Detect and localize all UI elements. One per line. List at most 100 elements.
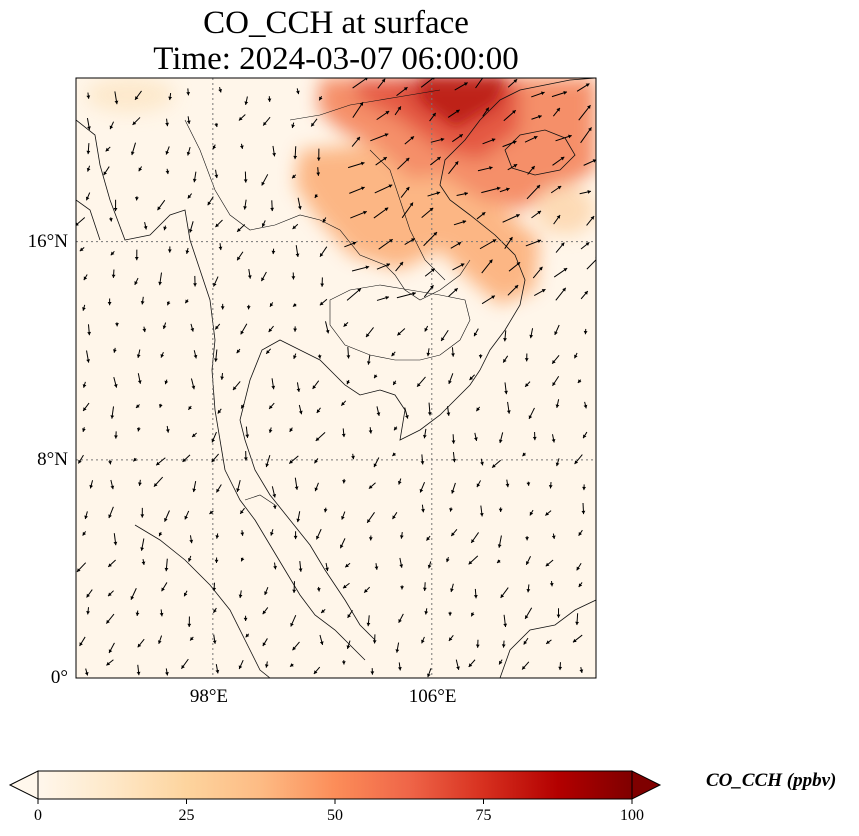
- wind-arrow-head: [532, 436, 537, 441]
- wind-arrow-head: [244, 101, 249, 105]
- wind-arrow-head: [292, 225, 297, 230]
- wind-arrow-head: [503, 623, 508, 627]
- wind-arrow-head: [314, 487, 319, 492]
- wind-arrow-head: [322, 218, 327, 223]
- wind-arrow-head: [341, 661, 346, 665]
- wind-arrow-head: [237, 256, 241, 261]
- wind-arrow-head: [108, 592, 112, 597]
- wind-arrow-head: [512, 140, 517, 145]
- wind-arrow-head: [79, 247, 84, 252]
- wind-arrow-head: [238, 116, 243, 121]
- wind-arrow-head: [153, 482, 158, 487]
- wind-arrow-head: [503, 358, 507, 363]
- wind-arrow-head: [426, 536, 430, 541]
- wind-arrow-head: [314, 194, 319, 198]
- wind-arrow-head: [391, 352, 396, 357]
- wind-arrow-head: [79, 642, 83, 646]
- wind-arrow-head: [85, 196, 90, 201]
- wind-arrow-head: [184, 515, 188, 520]
- wind-arrow-head: [546, 640, 550, 644]
- wind-arrow-head: [448, 612, 453, 616]
- wind-arrow-head: [398, 619, 402, 623]
- wind-arrow-head: [82, 428, 86, 432]
- wind-arrow-head: [261, 223, 266, 227]
- wind-arrow-head: [186, 92, 191, 96]
- wind-arrow-head: [317, 355, 322, 359]
- wind-arrow-head: [213, 609, 217, 613]
- wind-arrow-head: [138, 167, 143, 172]
- wind-arrow-head: [110, 485, 115, 490]
- wind-arrow-head: [374, 374, 378, 379]
- lat-tick-label: 16°N: [27, 230, 68, 252]
- wind-arrow-head: [516, 262, 521, 266]
- wind-arrow-head: [220, 306, 225, 310]
- wind-arrow-head: [340, 544, 344, 549]
- wind-arrow-head: [272, 152, 276, 157]
- wind-arrow-head: [316, 535, 320, 540]
- wind-arrow-head: [314, 459, 318, 464]
- wind-arrow-head: [110, 251, 115, 256]
- wind-arrow-head: [267, 98, 272, 102]
- colorbar-tick-label: 75: [475, 807, 492, 824]
- wind-arrow-head: [82, 384, 87, 388]
- wind-arrow-head: [271, 385, 276, 390]
- wind-arrow-head: [165, 672, 169, 676]
- wind-arrow-head: [347, 614, 351, 618]
- wind-arrow-head: [500, 594, 505, 598]
- wind-arrow-head: [209, 510, 214, 514]
- wind-arrow-head: [162, 325, 167, 330]
- wind-arrow-head: [84, 671, 89, 676]
- wind-arrow-head: [141, 561, 146, 565]
- wind-arrow-head: [397, 666, 402, 671]
- wind-arrow-head: [525, 561, 530, 565]
- wind-arrow-head: [269, 303, 274, 307]
- wind-arrow-head: [433, 232, 438, 236]
- wind-arrow-head: [112, 349, 117, 353]
- wind-arrow-head: [270, 531, 274, 536]
- wind-arrow-head: [506, 410, 511, 414]
- wind-arrow-head: [383, 157, 387, 161]
- wind-arrow-head: [189, 539, 194, 544]
- wind-arrow-head: [142, 328, 147, 333]
- wind-arrow-head: [399, 535, 404, 539]
- colorbar-title: CO_CCH (ppbv): [706, 770, 837, 791]
- wind-arrow-head: [188, 229, 193, 233]
- wind-arrow-head: [504, 390, 508, 395]
- wind-arrow-head: [373, 463, 378, 468]
- wind-arrow-head: [352, 241, 357, 246]
- wind-arrow: [374, 184, 393, 194]
- wind-arrow-head: [167, 249, 172, 253]
- wind-arrow-head: [489, 166, 493, 170]
- wind-arrow-head: [552, 360, 556, 364]
- wind-arrow-head: [424, 327, 428, 332]
- wind-arrow-head: [165, 170, 170, 175]
- wind-arrow-head: [192, 488, 197, 493]
- wind-arrow-head: [445, 558, 450, 563]
- wind-arrow-head: [345, 563, 349, 568]
- wind-arrow-head: [568, 134, 572, 139]
- wind-arrow-head: [419, 488, 424, 493]
- wind-arrow-head: [492, 464, 496, 468]
- wind-arrow-head: [545, 562, 550, 567]
- wind-arrow-head: [376, 412, 381, 416]
- wind-arrow-head: [183, 592, 188, 597]
- wind-arrow-head: [475, 644, 480, 648]
- wind-arrow-head: [463, 82, 468, 86]
- wind-arrow-head: [186, 120, 191, 124]
- wind-arrow-head: [316, 588, 321, 592]
- wind-arrow-head: [106, 661, 111, 666]
- wind-arrow-head: [555, 404, 560, 408]
- wind-arrow-head: [130, 151, 135, 156]
- wind-arrow-head: [291, 124, 295, 129]
- wind-arrow: [481, 187, 501, 194]
- wind-arrow-head: [424, 611, 429, 615]
- wind-arrow-head: [342, 480, 346, 484]
- wind-arrow-head: [135, 612, 140, 616]
- lon-tick-label: 98°E: [189, 686, 229, 707]
- wind-arrow-head: [106, 619, 110, 624]
- wind-arrow-head: [498, 439, 503, 444]
- wind-arrow-head: [367, 519, 371, 523]
- wind-arrow-head: [220, 376, 225, 380]
- wind-arrow-head: [83, 407, 87, 411]
